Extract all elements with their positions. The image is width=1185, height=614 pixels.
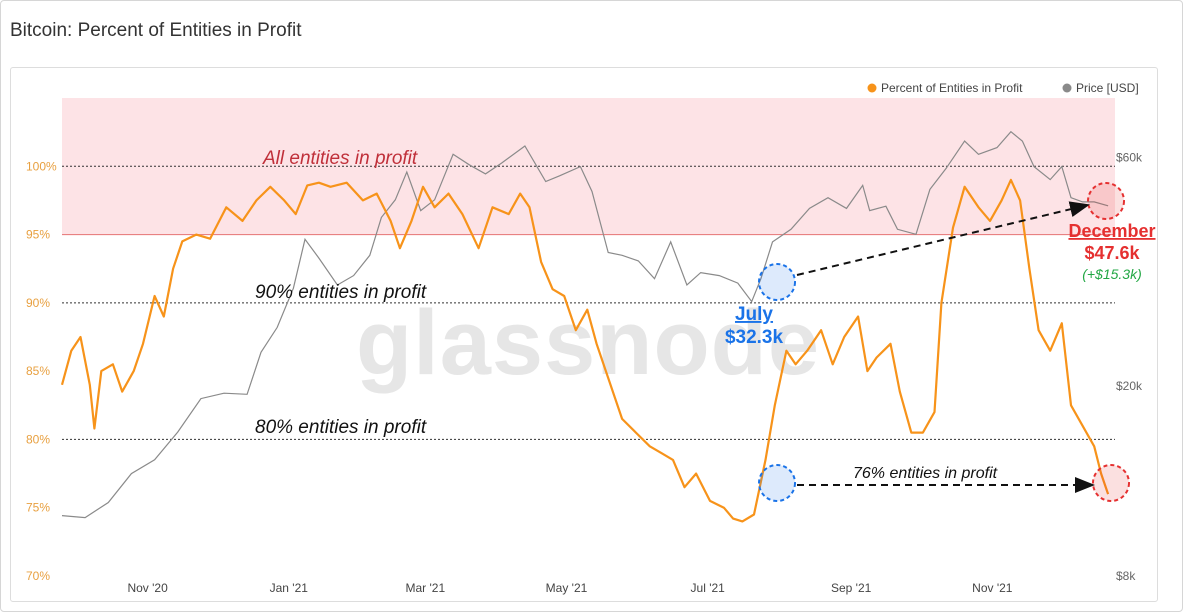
- annotation-all-profit: All entities in profit: [262, 148, 418, 169]
- left-tick-label: 85%: [26, 364, 50, 378]
- x-tick-label: Jul '21: [691, 581, 726, 595]
- july-percent-marker: [758, 464, 796, 502]
- legend-label-price: Price [USD]: [1076, 81, 1139, 95]
- x-tick-label: Nov '20: [127, 581, 168, 595]
- annotation-80-percent: 80% entities in profit: [255, 417, 427, 438]
- annotation-76-percent: 76% entities in profit: [853, 465, 998, 482]
- left-tick-label: 100%: [26, 159, 57, 173]
- legend-marker-percent: [867, 83, 877, 93]
- x-tick-label: Nov '21: [972, 581, 1013, 595]
- x-axis-ticks: Nov '20 Jan '21 Mar '21 May '21 Jul '21 Sep '…: [127, 581, 1012, 595]
- december-change-label: (+$15.3k): [1082, 266, 1142, 282]
- december-price-label: $47.6k: [1084, 243, 1140, 263]
- reference-lines: [62, 165, 1115, 440]
- right-tick-label: $60k: [1116, 151, 1143, 165]
- x-tick-label: Sep '21: [831, 581, 872, 595]
- december-percent-marker: [1092, 464, 1130, 502]
- annotation-90-percent: 90% entities in profit: [255, 282, 427, 303]
- left-tick-label: 80%: [26, 432, 50, 446]
- left-tick-label: 75%: [26, 501, 50, 515]
- x-tick-label: Jan '21: [270, 581, 309, 595]
- x-tick-label: Mar '21: [406, 581, 446, 595]
- chart-title: Bitcoin: Percent of Entities in Profit: [10, 20, 302, 41]
- price-change-arrow: [796, 201, 1090, 276]
- right-axis-ticks: $8k $20k $60k: [1116, 151, 1143, 583]
- left-tick-label: 90%: [26, 296, 50, 310]
- percent-series-line: [60, 178, 1110, 523]
- december-label: December: [1068, 221, 1155, 241]
- left-axis-ticks: 70% 75% 80% 85% 90% 95% 100%: [26, 159, 57, 583]
- x-tick-label: May '21: [546, 581, 588, 595]
- legend: Percent of Entities in Profit Price [USD…: [867, 81, 1139, 95]
- july-price-marker: [758, 263, 796, 301]
- right-tick-label: $8k: [1116, 569, 1136, 583]
- july-price-label: $32.3k: [725, 327, 784, 348]
- july-label: July: [735, 304, 773, 325]
- left-tick-label: 70%: [26, 569, 50, 583]
- right-tick-label: $20k: [1116, 379, 1143, 393]
- chart-panel: [10, 67, 1158, 602]
- price-series-line: [61, 130, 1109, 519]
- left-tick-label: 95%: [26, 228, 50, 242]
- december-price-marker: [1087, 182, 1125, 220]
- legend-label-percent: Percent of Entities in Profit: [881, 81, 1023, 95]
- legend-marker-price: [1062, 83, 1072, 93]
